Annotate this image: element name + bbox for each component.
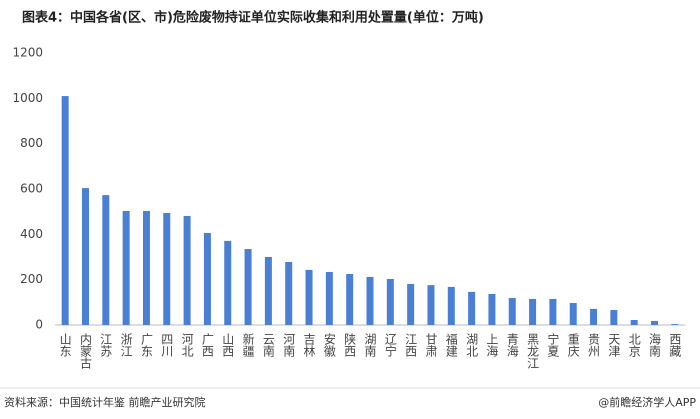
x-tick-label: 甘肃 (424, 333, 438, 358)
x-tick-label: 山西 (221, 333, 235, 357)
y-tick-label: 600 (20, 182, 43, 196)
y-tick-label: 1200 (12, 46, 43, 60)
bar (529, 298, 537, 325)
x-tick-label: 江西 (404, 333, 418, 357)
bar (590, 308, 598, 325)
x-tick-label: 重庆 (566, 333, 580, 357)
x-tick-label: 云南 (261, 333, 275, 357)
x-tick-label: 河北 (180, 333, 194, 358)
bar (427, 285, 435, 325)
bar (508, 298, 516, 325)
bar (122, 210, 130, 325)
x-tick-label: 西藏 (668, 333, 682, 358)
x-tick-label: 湖北 (465, 332, 479, 358)
x-tick-label: 四川 (160, 333, 174, 357)
bar (549, 298, 557, 325)
bar (244, 249, 252, 325)
bar (224, 240, 232, 325)
bar (610, 310, 618, 325)
x-tick-label: 北京 (627, 333, 641, 358)
bar (407, 283, 415, 325)
x-tick-label: 黑龙江 (526, 333, 540, 369)
bar (671, 324, 679, 325)
bar (305, 269, 313, 325)
x-tick-label: 宁夏 (546, 332, 560, 357)
bar (346, 274, 354, 325)
bar (264, 257, 272, 325)
x-tick-label: 天津 (607, 333, 621, 357)
bar (102, 195, 110, 325)
bar (366, 276, 374, 325)
x-tick-label: 广西 (200, 333, 214, 357)
y-tick-label: 800 (20, 136, 43, 150)
x-tick-label: 广东 (139, 333, 153, 357)
bar (630, 320, 638, 325)
credit: @前瞻经济学人APP (598, 395, 696, 409)
bar (285, 261, 293, 325)
x-tick-label: 贵州 (587, 333, 601, 357)
x-tick-label: 福建 (444, 332, 458, 358)
bar (468, 291, 476, 325)
bar (651, 320, 659, 325)
x-tick-label: 安徽 (322, 332, 336, 357)
x-tick-label: 河南 (282, 333, 296, 357)
x-tick-label: 江苏 (99, 333, 113, 357)
x-tick-label: 辽宁 (383, 333, 397, 357)
bar (203, 232, 211, 325)
bar (163, 213, 171, 325)
x-tick-label: 内蒙古 (78, 333, 92, 369)
x-tick-label: 上海 (485, 333, 499, 357)
y-tick-label: 400 (20, 227, 43, 241)
source: 资料来源：中国统计年鉴 前瞻产业研究院 (4, 395, 206, 409)
y-tick-label: 200 (20, 272, 43, 286)
y-tick-label: 1000 (12, 91, 43, 105)
bar (142, 210, 150, 325)
bar (386, 278, 394, 325)
bar (569, 303, 577, 325)
bar (488, 293, 496, 325)
x-tick-label: 山东 (58, 333, 72, 357)
x-tick-label: 浙江 (119, 333, 133, 357)
x-tick-label: 青海 (505, 333, 519, 357)
x-tick-label: 陕西 (343, 332, 357, 357)
x-tick-label: 新疆 (241, 332, 255, 357)
chart-title: 图表4：中国各省(区、市)危险废物持证单位实际收集和利用处置量(单位：万吨) (22, 10, 484, 26)
bar (183, 215, 191, 325)
x-tick-label: 湖南 (363, 332, 377, 357)
bar (81, 188, 89, 325)
bar (325, 271, 333, 325)
bar (61, 96, 69, 325)
x-tick-label: 海南 (648, 332, 662, 357)
y-tick-label: 0 (35, 318, 43, 332)
bar (447, 286, 455, 325)
x-tick-label: 吉林 (302, 333, 316, 357)
